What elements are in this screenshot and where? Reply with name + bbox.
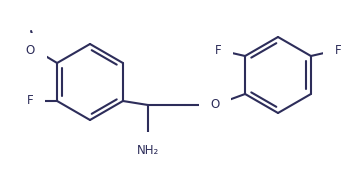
Text: F: F bbox=[335, 45, 342, 57]
Text: NH₂: NH₂ bbox=[137, 144, 159, 157]
Text: F: F bbox=[214, 45, 221, 57]
Text: F: F bbox=[26, 94, 33, 108]
Text: O: O bbox=[210, 98, 219, 112]
Text: O: O bbox=[26, 45, 35, 57]
